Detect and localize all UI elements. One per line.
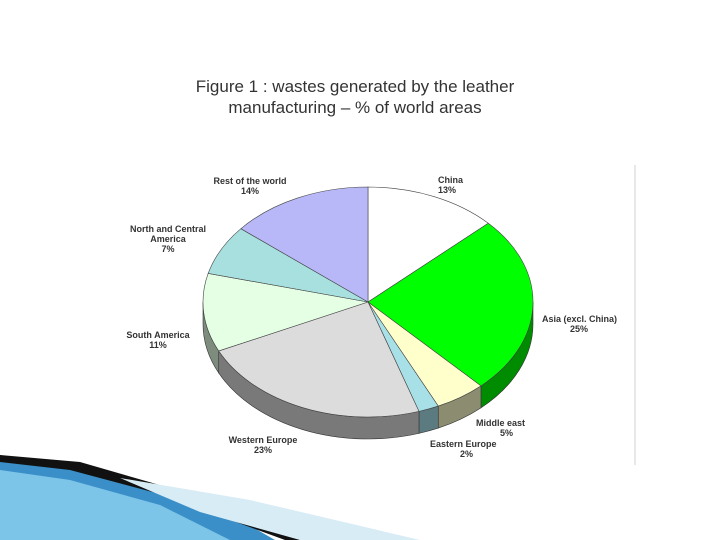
value-label: 2% bbox=[460, 449, 474, 459]
slice-label: North and Central America 7% bbox=[124, 224, 212, 254]
value-label: 14% bbox=[240, 186, 259, 196]
slice-label: Eastern Europe 2% bbox=[430, 439, 510, 459]
value-label: 7% bbox=[161, 244, 175, 254]
slice bbox=[202, 273, 369, 352]
slice bbox=[240, 186, 369, 303]
category-name: China bbox=[438, 175, 464, 185]
value-label: 25% bbox=[570, 324, 589, 334]
category-name: Asia (excl. China) bbox=[542, 314, 618, 324]
category-name: North and Central America bbox=[129, 224, 206, 244]
slice bbox=[367, 186, 489, 303]
category-name: Rest of the world bbox=[213, 176, 287, 186]
chart-title: Figure 1 : wastes generated by the leath… bbox=[195, 77, 515, 117]
category-name: Eastern Europe bbox=[430, 439, 497, 449]
slice-label: China 13% bbox=[438, 175, 498, 195]
value-label: 5% bbox=[500, 428, 514, 438]
slice-label: Rest of the world 14% bbox=[205, 176, 295, 196]
slice bbox=[367, 222, 534, 387]
slice-label: Middle east 5% bbox=[476, 418, 546, 438]
swoosh-pale bbox=[120, 478, 420, 540]
category-name: South America bbox=[126, 330, 190, 340]
category-name: Western Europe bbox=[228, 435, 298, 445]
pie bbox=[202, 186, 534, 440]
slice-label: Asia (excl. China) 25% bbox=[542, 314, 642, 334]
value-label: 23% bbox=[253, 445, 272, 455]
value-label: 13% bbox=[438, 185, 457, 195]
slice-label: South America 11% bbox=[118, 330, 198, 350]
value-label: 11% bbox=[149, 340, 167, 350]
category-name: Middle east bbox=[476, 418, 526, 428]
slice-label: Western Europe 23% bbox=[218, 435, 308, 455]
slice bbox=[218, 301, 420, 418]
swoosh-light bbox=[0, 470, 230, 540]
